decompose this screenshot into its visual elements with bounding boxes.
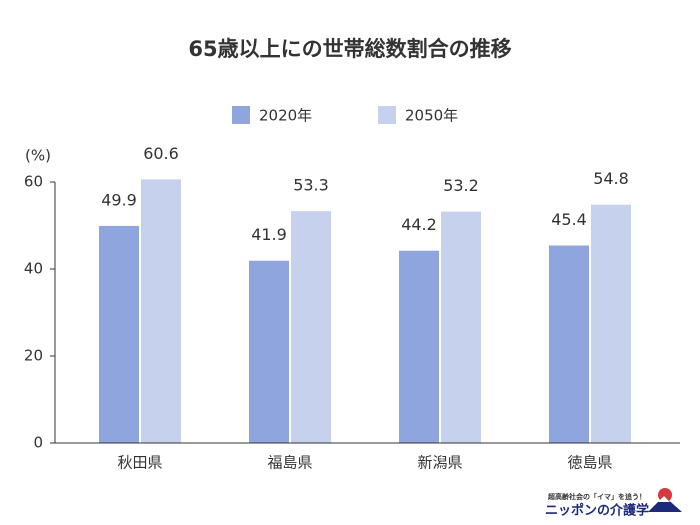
- data-label: 53.2: [443, 176, 479, 195]
- logo-name: ニッポンの介護学: [545, 503, 649, 519]
- legend-label: 2020年: [259, 107, 312, 125]
- x-tick-label: 徳島県: [567, 454, 612, 472]
- bar: [141, 179, 181, 443]
- y-tick-label: 20: [24, 347, 43, 365]
- data-label: 44.2: [401, 215, 437, 234]
- x-tick-label: 新潟県: [417, 454, 462, 472]
- y-axis-label: (%): [25, 147, 51, 165]
- data-label: 45.4: [551, 210, 587, 229]
- data-label: 60.6: [143, 144, 179, 163]
- x-tick-label: 秋田県: [117, 454, 162, 472]
- legend-swatch: [232, 106, 250, 124]
- bar: [441, 211, 481, 443]
- chart-title: 65歳以上にの世帯総数割合の推移: [188, 37, 511, 61]
- bar: [549, 245, 589, 443]
- bar: [291, 211, 331, 443]
- data-label: 54.8: [593, 169, 629, 188]
- y-tick-label: 60: [24, 173, 43, 191]
- y-tick-label: 40: [24, 260, 43, 278]
- y-tick-label: 0: [33, 434, 43, 452]
- bar: [249, 260, 289, 443]
- data-label: 53.3: [293, 176, 329, 195]
- logo-icon: [648, 488, 682, 512]
- legend-label: 2050年: [405, 107, 458, 125]
- bar: [591, 204, 631, 443]
- bar: [99, 225, 139, 443]
- logo-tagline: 超高齢社会の「イマ」を追う！: [548, 492, 646, 501]
- legend-swatch: [378, 106, 396, 124]
- x-tick-label: 福島県: [267, 454, 312, 472]
- data-label: 41.9: [251, 225, 287, 244]
- data-label: 49.9: [101, 190, 137, 209]
- bar: [399, 250, 439, 443]
